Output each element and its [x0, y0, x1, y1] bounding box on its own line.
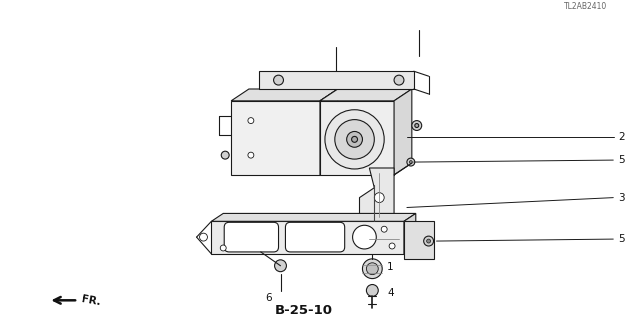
Circle shape — [374, 193, 384, 203]
Circle shape — [335, 120, 374, 159]
Circle shape — [200, 233, 207, 241]
Text: 5: 5 — [618, 234, 625, 244]
Text: 3: 3 — [618, 193, 625, 203]
Circle shape — [367, 263, 378, 275]
Bar — [320, 101, 394, 175]
Bar — [259, 71, 414, 89]
Circle shape — [275, 260, 287, 272]
Text: TL2AB2410: TL2AB2410 — [564, 2, 607, 11]
Circle shape — [425, 242, 429, 246]
Polygon shape — [211, 213, 416, 221]
FancyBboxPatch shape — [224, 222, 278, 252]
Circle shape — [381, 226, 387, 232]
Text: 6: 6 — [266, 293, 272, 303]
Circle shape — [427, 239, 431, 243]
Text: B-25-10: B-25-10 — [275, 304, 333, 317]
Circle shape — [221, 151, 229, 159]
Circle shape — [412, 121, 422, 131]
Circle shape — [347, 132, 362, 147]
Circle shape — [415, 124, 419, 127]
Circle shape — [407, 158, 415, 166]
Polygon shape — [320, 89, 412, 101]
Circle shape — [424, 236, 433, 246]
Circle shape — [353, 225, 376, 249]
Circle shape — [248, 118, 254, 124]
Polygon shape — [394, 89, 412, 175]
Polygon shape — [231, 89, 338, 101]
Polygon shape — [404, 213, 416, 254]
Polygon shape — [320, 89, 338, 175]
Polygon shape — [360, 168, 419, 254]
Circle shape — [325, 110, 384, 169]
Circle shape — [220, 245, 226, 251]
Bar — [404, 221, 433, 259]
Circle shape — [248, 152, 254, 158]
Circle shape — [410, 161, 412, 164]
Circle shape — [362, 259, 382, 279]
Circle shape — [394, 75, 404, 85]
Circle shape — [351, 136, 358, 142]
Text: 5: 5 — [618, 155, 625, 165]
Text: 2: 2 — [618, 132, 625, 142]
Circle shape — [389, 243, 395, 249]
Text: 1: 1 — [387, 262, 394, 272]
Circle shape — [367, 284, 378, 296]
FancyBboxPatch shape — [285, 222, 345, 252]
Text: 4: 4 — [387, 288, 394, 299]
Circle shape — [273, 75, 284, 85]
Circle shape — [422, 239, 431, 249]
Text: FR.: FR. — [81, 294, 102, 307]
Bar — [211, 221, 404, 254]
Bar — [231, 101, 320, 175]
